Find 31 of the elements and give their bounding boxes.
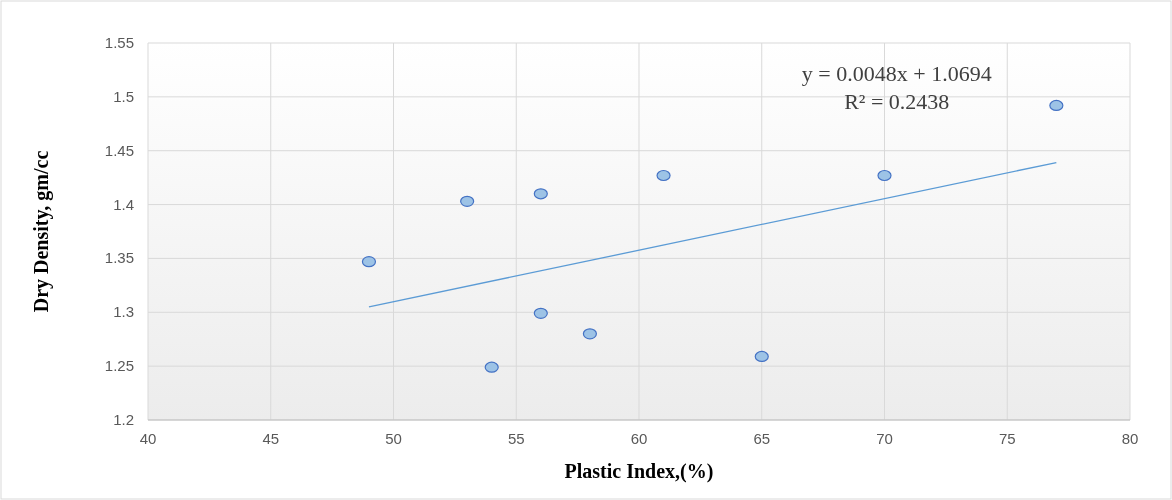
point [484, 361, 499, 373]
point [1049, 99, 1064, 112]
x-tick-label: 65 [753, 430, 771, 447]
point [582, 328, 597, 340]
annotation: R² = 0.2438 [844, 89, 950, 114]
point [533, 188, 548, 200]
point [361, 256, 377, 268]
point [754, 350, 769, 363]
point [877, 169, 892, 182]
x-axis-title: Plastic Index,(%) [564, 460, 714, 483]
x-tick-label: 55 [507, 430, 525, 447]
annotation: y = 0.0048x + 1.0694 [801, 61, 992, 86]
y-tick-label: 1.25 [104, 357, 134, 375]
point [460, 195, 475, 207]
y-tick-label: 1.2 [113, 411, 134, 428]
x-tick-label: 40 [139, 430, 157, 447]
x-tick-label: 70 [876, 430, 893, 447]
y-tick-label: 1.4 [113, 195, 134, 213]
y-tick-label: 1.45 [104, 141, 134, 159]
x-tick-label: 60 [630, 430, 648, 447]
y-tick-label: 1.35 [104, 249, 134, 267]
point [656, 169, 671, 182]
y-tick-label: 1.3 [113, 303, 134, 321]
y-tick-label: 1.55 [104, 34, 134, 51]
x-tick-label: 75 [998, 430, 1016, 447]
x-tick-label: 80 [1121, 430, 1139, 447]
y-axis-title: Dry Density, gm/cc [30, 150, 53, 313]
x-tick-label: 45 [262, 430, 280, 447]
x-tick-label: 50 [385, 430, 402, 447]
y-tick-label: 1.5 [113, 87, 134, 105]
point [533, 307, 548, 319]
